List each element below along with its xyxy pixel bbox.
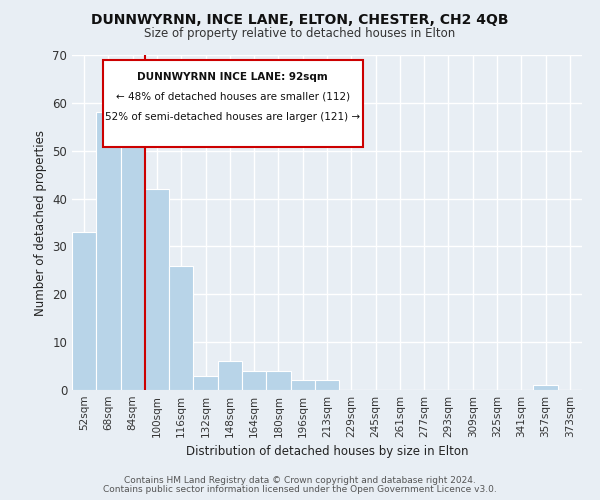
Bar [169, 266, 193, 390]
Bar [145, 189, 169, 390]
Bar [121, 132, 145, 390]
Bar [266, 371, 290, 390]
Bar [193, 376, 218, 390]
FancyBboxPatch shape [103, 60, 363, 147]
Text: DUNNWYRNN INCE LANE: 92sqm: DUNNWYRNN INCE LANE: 92sqm [137, 72, 328, 82]
Text: 52% of semi-detached houses are larger (121) →: 52% of semi-detached houses are larger (… [105, 112, 360, 122]
Bar [218, 362, 242, 390]
Y-axis label: Number of detached properties: Number of detached properties [34, 130, 47, 316]
Bar [242, 371, 266, 390]
Text: Size of property relative to detached houses in Elton: Size of property relative to detached ho… [145, 28, 455, 40]
Text: Contains HM Land Registry data © Crown copyright and database right 2024.: Contains HM Land Registry data © Crown c… [124, 476, 476, 485]
Text: DUNNWYRNN, INCE LANE, ELTON, CHESTER, CH2 4QB: DUNNWYRNN, INCE LANE, ELTON, CHESTER, CH… [91, 12, 509, 26]
Bar [315, 380, 339, 390]
Bar [72, 232, 96, 390]
Text: Contains public sector information licensed under the Open Government Licence v3: Contains public sector information licen… [103, 485, 497, 494]
Bar [533, 385, 558, 390]
Text: ← 48% of detached houses are smaller (112): ← 48% of detached houses are smaller (11… [116, 92, 350, 102]
Bar [96, 112, 121, 390]
Bar [290, 380, 315, 390]
X-axis label: Distribution of detached houses by size in Elton: Distribution of detached houses by size … [186, 446, 468, 458]
